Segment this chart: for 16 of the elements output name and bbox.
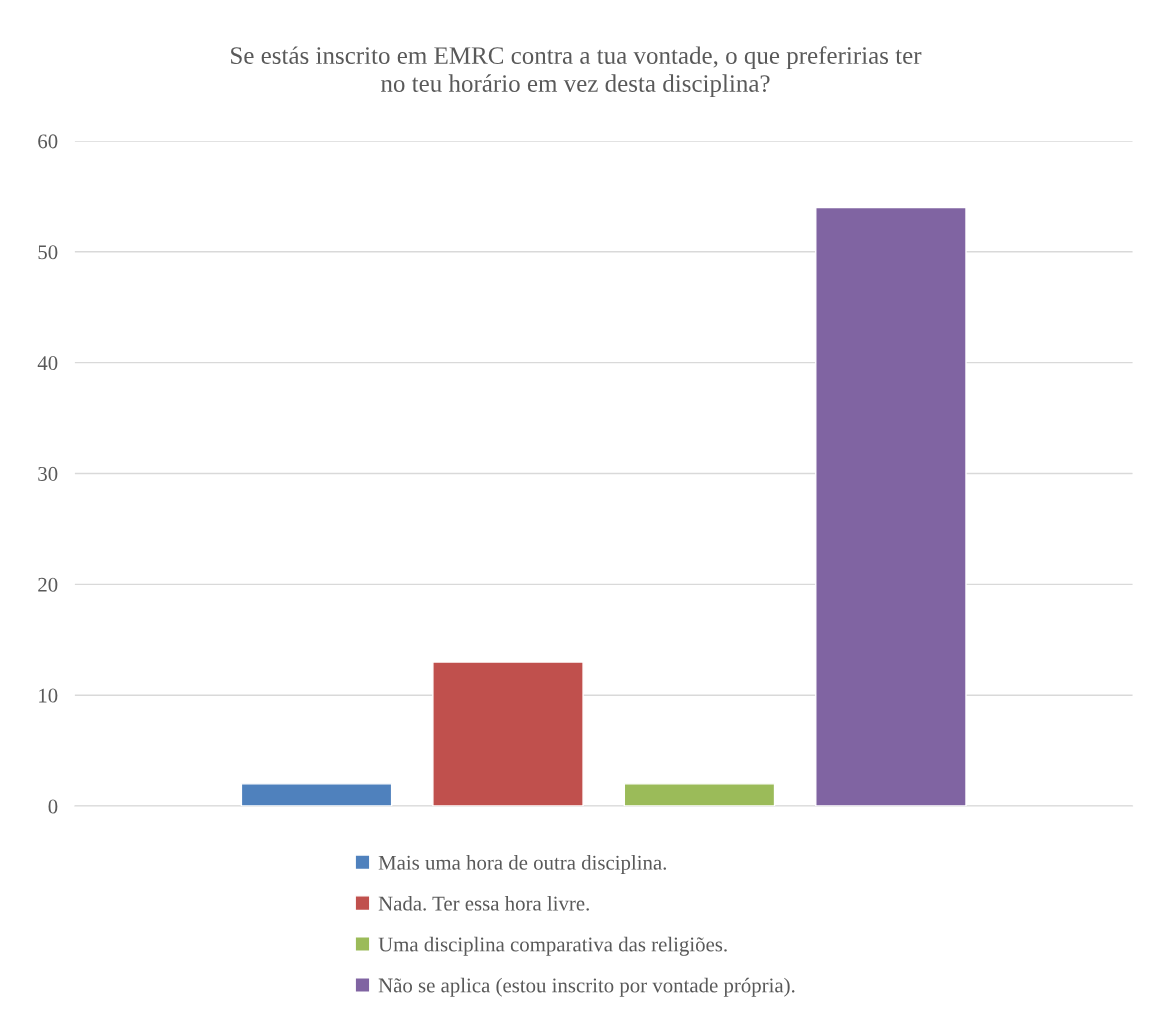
y-tick-label: 40 bbox=[37, 356, 58, 371]
legend-label: Não se aplica (estou inscrito por vontade própria). bbox=[378, 977, 795, 997]
bar bbox=[432, 661, 584, 807]
y-tick-label: 60 bbox=[38, 134, 58, 149]
bar bbox=[623, 783, 776, 807]
bar bbox=[815, 206, 967, 807]
bar bbox=[240, 783, 393, 807]
y-tick-label: 50 bbox=[38, 245, 58, 260]
legend-label: Uma disciplina comparativa das religiões. bbox=[378, 936, 727, 956]
y-tick-label: 10 bbox=[39, 688, 58, 703]
legend-label: Mais uma hora de outra disciplina. bbox=[378, 855, 667, 874]
y-tick-label: 0 bbox=[48, 799, 58, 814]
chart-title: Se estás inscrito em EMRC contra a tua vontade, o que preferirias ter no teu horário em vez desta disciplina? bbox=[231, 46, 922, 98]
y-tick-label: 30 bbox=[38, 466, 58, 481]
y-tick-label: 20 bbox=[38, 577, 58, 592]
legend-label: Nada. Ter essa hora livre. bbox=[378, 895, 589, 911]
